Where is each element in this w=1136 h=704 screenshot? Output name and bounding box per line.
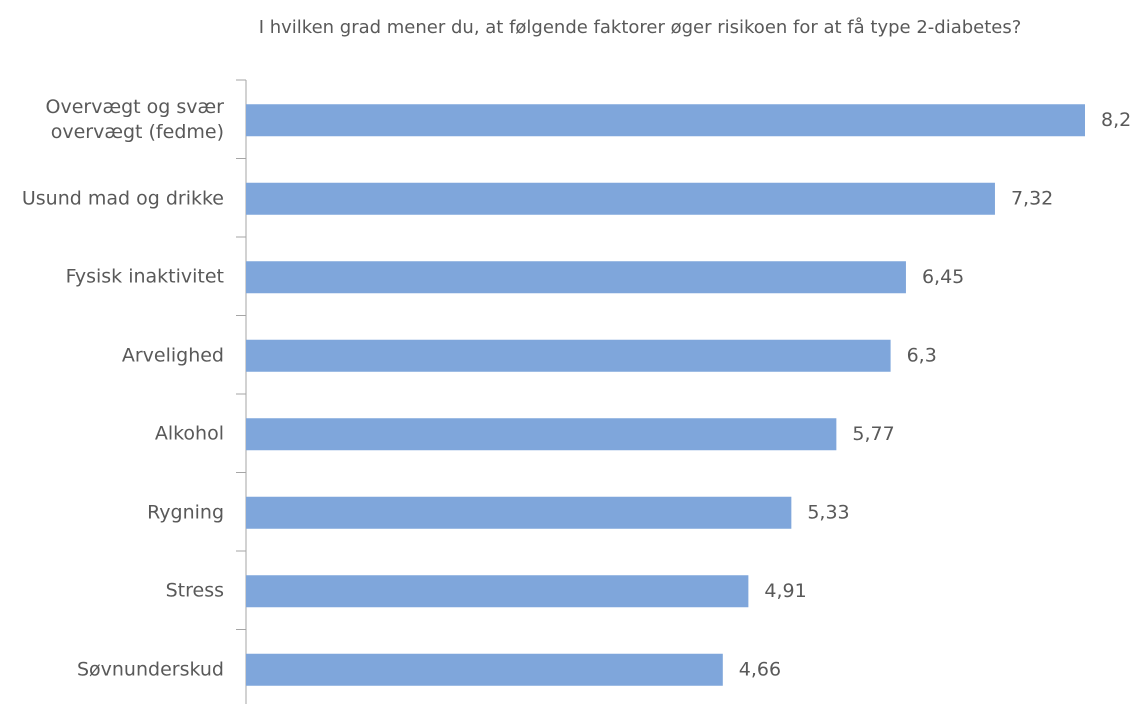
category-label: Usund mad og drikke bbox=[21, 187, 224, 210]
category-label: Søvnunderskud bbox=[76, 658, 224, 681]
bar bbox=[246, 261, 906, 294]
value-label: 5,77 bbox=[852, 423, 894, 445]
bar bbox=[246, 575, 749, 608]
value-label: 4,66 bbox=[739, 658, 781, 680]
bar bbox=[246, 653, 723, 686]
bar bbox=[246, 182, 995, 215]
value-label: 4,91 bbox=[764, 580, 806, 602]
category-label: Rygning bbox=[147, 501, 224, 524]
category-label: Arvelighed bbox=[121, 344, 224, 367]
category-label: Alkohol bbox=[154, 422, 224, 445]
bar bbox=[246, 496, 792, 529]
bar bbox=[246, 339, 891, 372]
category-label: Overvægt og svær overvægt (fedme) bbox=[45, 96, 225, 144]
bar bbox=[246, 418, 837, 451]
category-label: Fysisk inaktivitet bbox=[65, 265, 224, 288]
chart-title: I hvilken grad mener du, at følgende fak… bbox=[259, 17, 1022, 38]
bar bbox=[246, 104, 1085, 137]
value-label: 7,32 bbox=[1011, 187, 1053, 209]
value-label: 6,45 bbox=[922, 266, 964, 288]
category-label: Stress bbox=[165, 579, 224, 602]
value-label: 8,2 bbox=[1101, 109, 1131, 131]
value-label: 5,33 bbox=[807, 501, 849, 523]
value-label: 6,3 bbox=[907, 344, 937, 366]
